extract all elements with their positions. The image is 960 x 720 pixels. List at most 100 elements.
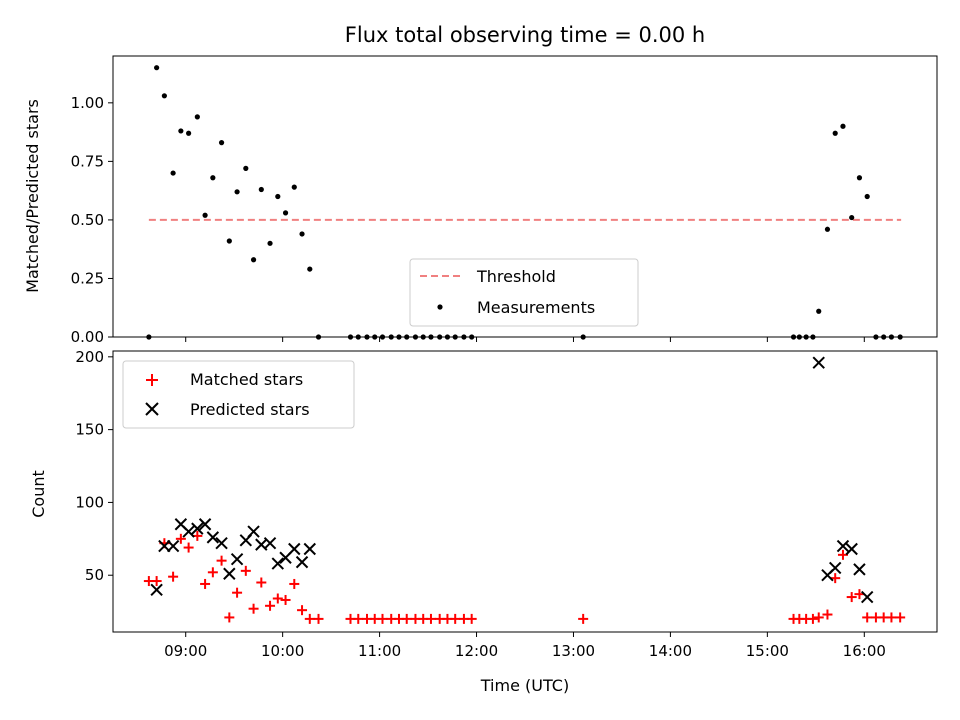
top-legend: Threshold Measurements [409,258,639,327]
matched-star-point [240,565,251,576]
matched-star-point [377,613,388,624]
matched-star-point [248,603,259,614]
bottom-y-tick-label: 200 [75,348,104,366]
measurement-point [864,193,870,200]
predicted-star-point [206,531,220,544]
legend-threshold-label: Threshold [476,267,556,286]
bottom-y-tick-label: 150 [75,421,104,439]
matched-star-point [313,613,324,624]
predicted-star-point [860,590,874,604]
legend-measurements-swatch [437,304,443,310]
top-plot-area: 0.00 0.25 0.50 0.75 1.00 [71,55,938,346]
matched-star-point [232,587,243,598]
measurement-point [849,214,855,221]
matched-star-point [168,571,179,582]
legend-measurements-label: Measurements [477,298,595,317]
measurement-point [226,238,232,244]
measurement-point [243,165,249,171]
measurement-point [282,210,289,216]
predicted-star-point [198,518,212,531]
matched-star-point [207,567,218,578]
predicted-star-point [215,536,228,550]
predicted-star-point [288,542,301,556]
matched-star-point [272,593,283,604]
matched-star-point [297,605,308,616]
bottom-y-tick-label: 50 [85,566,104,584]
predicted-star-point [223,567,236,580]
chart-title: Flux total observing time = 0.00 h [345,23,705,47]
matched-star-point [822,609,833,620]
x-tick-label: 16:00 [843,642,886,660]
predicted-star-point [191,522,204,535]
matched-star-point [304,613,315,624]
measurement-point [161,93,167,99]
matched-star-point [256,577,267,588]
measurement-point [210,175,216,181]
measurement-point [824,226,831,232]
measurement-point [218,140,225,146]
measurement-point [307,266,313,272]
predicted-star-point [150,583,163,596]
matched-star-point [830,573,841,584]
measurement-point [816,308,822,314]
predicted-star-point [853,563,866,576]
predicted-star-point [271,557,285,570]
predicted-star-point [836,539,850,553]
measurement-point [291,184,297,190]
predicted-star-point [230,552,244,566]
matched-star-point [200,578,211,589]
top-plot-frame [112,55,938,338]
legend-predicted-swatch [145,402,159,416]
matched-star-point [886,612,897,623]
predicted-star-point [247,525,260,538]
x-tick-label: 10:00 [261,642,304,660]
x-tick-label: 11:00 [358,642,401,660]
matched-star-point [175,533,186,544]
top-y-tick-label: 1.00 [71,94,104,112]
predicted-star-point [182,525,195,538]
matched-star-point [450,613,461,624]
legend-predicted-label: Predicted stars [190,400,310,419]
matched-star-point [353,613,364,624]
x-tick-label: 09:00 [164,642,207,660]
measurement-point [170,170,176,176]
bottom-y-tick-label: 100 [75,493,104,511]
measurement-point [275,193,281,200]
top-y-tick-label: 0.75 [71,152,104,170]
x-tick-label: 14:00 [649,642,692,660]
predicted-star-point [166,539,180,553]
matched-star-point [862,612,873,623]
bottom-legend: Matched stars Predicted stars [122,360,355,429]
predicted-star-point [295,555,309,569]
matched-star-point [216,555,227,566]
matched-star-point [265,600,276,611]
predicted-star-point [845,542,858,556]
matched-star-point [837,549,848,560]
matched-star-point [846,592,857,603]
measurement-point [856,175,863,181]
legend-matched-label: Matched stars [190,370,303,389]
matched-star-point [807,613,818,624]
measurement-point [186,130,192,136]
top-y-tick-label: 0.50 [71,211,104,229]
predicted-star-point [263,536,277,550]
measurement-point [299,231,305,237]
matched-star-point [289,578,300,589]
measurement-point [194,114,200,120]
measurement-point [840,123,846,129]
bottom-plot-area: 50 100 150 200 09:00 10:00 11:00 12:00 13:00 14:0… [75,348,938,660]
x-tick-label: 13:00 [552,642,595,660]
x-axis-label: Time (UTC) [480,676,569,695]
matched-star-point [895,612,906,623]
legend-matched-swatch [146,374,158,386]
matched-star-point [466,613,477,624]
predicted-star-point [303,542,316,556]
matched-star-point [854,589,865,600]
matched-star-point [280,594,291,605]
matched-star-point [813,612,824,623]
measurement-point [258,186,264,193]
top-y-tick-label: 0.25 [71,269,104,287]
measurement-point [234,189,240,195]
matched-star-point [183,542,194,553]
measurement-point [202,212,208,218]
